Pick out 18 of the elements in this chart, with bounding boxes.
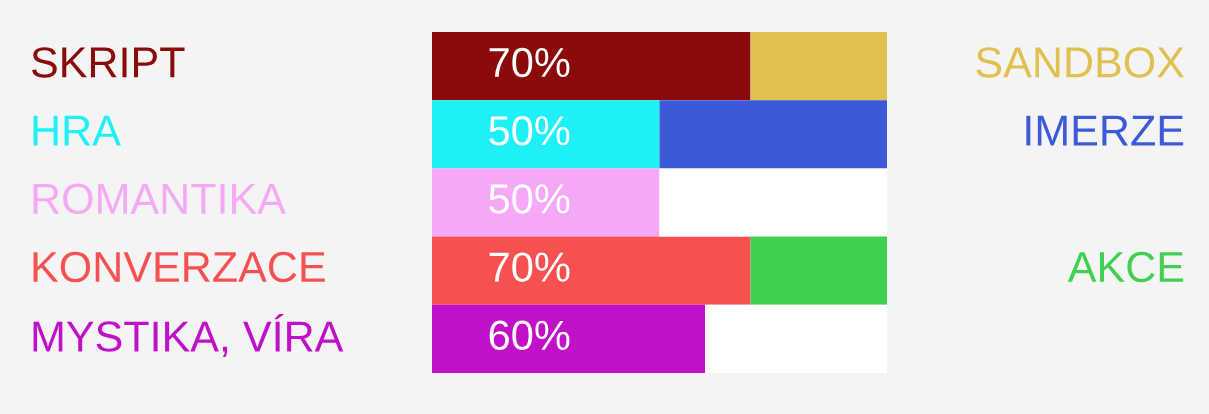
y-tick-label: SKRIPT — [31, 47, 185, 78]
y2-tick-label: SANDBOX — [976, 47, 1185, 78]
data-label: 50% — [489, 115, 570, 146]
data-label: 70% — [489, 252, 570, 282]
bar — [432, 304, 705, 373]
bar — [432, 100, 660, 169]
y-tick-label: ROMANTIKA — [33, 183, 286, 215]
bar — [432, 32, 751, 101]
data-label: 50% — [489, 184, 570, 214]
data-label: 60% — [489, 320, 570, 351]
y-tick-label: MYSTIKA, VÍRA — [33, 314, 344, 357]
bar — [750, 32, 887, 101]
y2-tick-label: IMERZE — [1026, 115, 1184, 146]
data-label: 70% — [489, 47, 570, 78]
y2-tick-label: AKCE — [1067, 251, 1184, 283]
y-tick-label: KONVERZACE — [33, 251, 325, 283]
y-tick-label: HRA — [33, 115, 121, 146]
bar — [432, 236, 751, 305]
